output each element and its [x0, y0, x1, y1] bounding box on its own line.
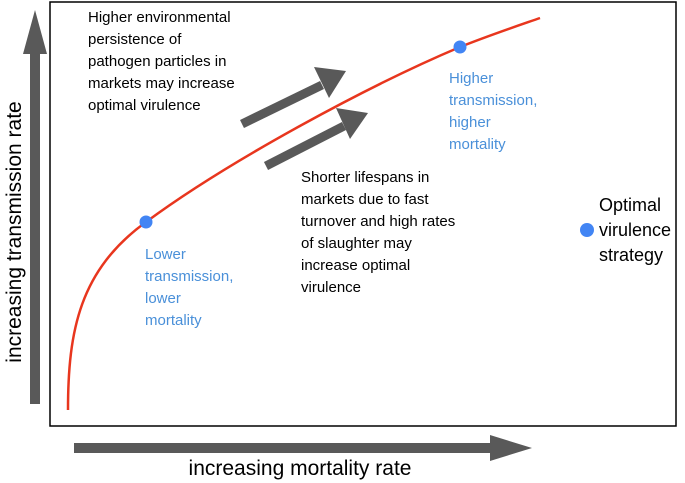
persistence-line: markets may increase [88, 75, 235, 92]
legend-line: strategy [599, 245, 663, 265]
lifespans-line: Shorter lifespans in [301, 169, 429, 186]
low-strategy-point [139, 215, 153, 229]
low-point-label: Lower transmission, lower mortality [145, 246, 238, 329]
high-strategy-point [453, 40, 467, 54]
high-label-line: transmission, [449, 92, 537, 109]
lifespans-line: turnover and high rates [301, 213, 455, 230]
high-label-line: higher [449, 114, 491, 131]
high-point-label: Higher transmission, higher mortality [449, 70, 542, 153]
legend-line: Optimal [599, 195, 661, 215]
persistence-line: optimal virulence [88, 97, 201, 114]
lifespans-line: of slaughter may [301, 235, 412, 252]
low-label-line: lower [145, 290, 181, 307]
virulence-curve [66, 16, 541, 411]
low-label-line: Lower [145, 246, 186, 263]
trend-arrow-upper [240, 67, 346, 129]
persistence-annotation: Higher environmental persistence of path… [88, 9, 239, 114]
lifespans-line: virulence [301, 279, 361, 296]
x-axis-arrow [74, 435, 532, 461]
trend-arrow-lower [263, 108, 368, 171]
low-label-line: mortality [145, 312, 202, 329]
y-axis-label: increasing transmission rate [3, 101, 26, 362]
lifespans-line: increase optimal [301, 257, 410, 274]
lifespans-annotation: Shorter lifespans in markets due to fast… [301, 169, 459, 296]
legend-marker [580, 223, 594, 237]
lifespans-line: markets due to fast [301, 191, 429, 208]
high-label-line: mortality [449, 136, 506, 153]
y-axis-arrow [23, 10, 47, 404]
legend-line: virulence [599, 220, 671, 240]
persistence-line: Higher environmental [88, 9, 231, 26]
high-label-line: Higher [449, 70, 493, 87]
legend-label: Optimal virulence strategy [599, 195, 676, 265]
plot-frame [49, 1, 677, 427]
x-axis-label: increasing mortality rate [189, 457, 412, 480]
persistence-line: pathogen particles in [88, 53, 226, 70]
low-label-line: transmission, [145, 268, 233, 285]
legend: Optimal virulence strategy [580, 195, 676, 265]
persistence-line: persistence of [88, 31, 182, 48]
